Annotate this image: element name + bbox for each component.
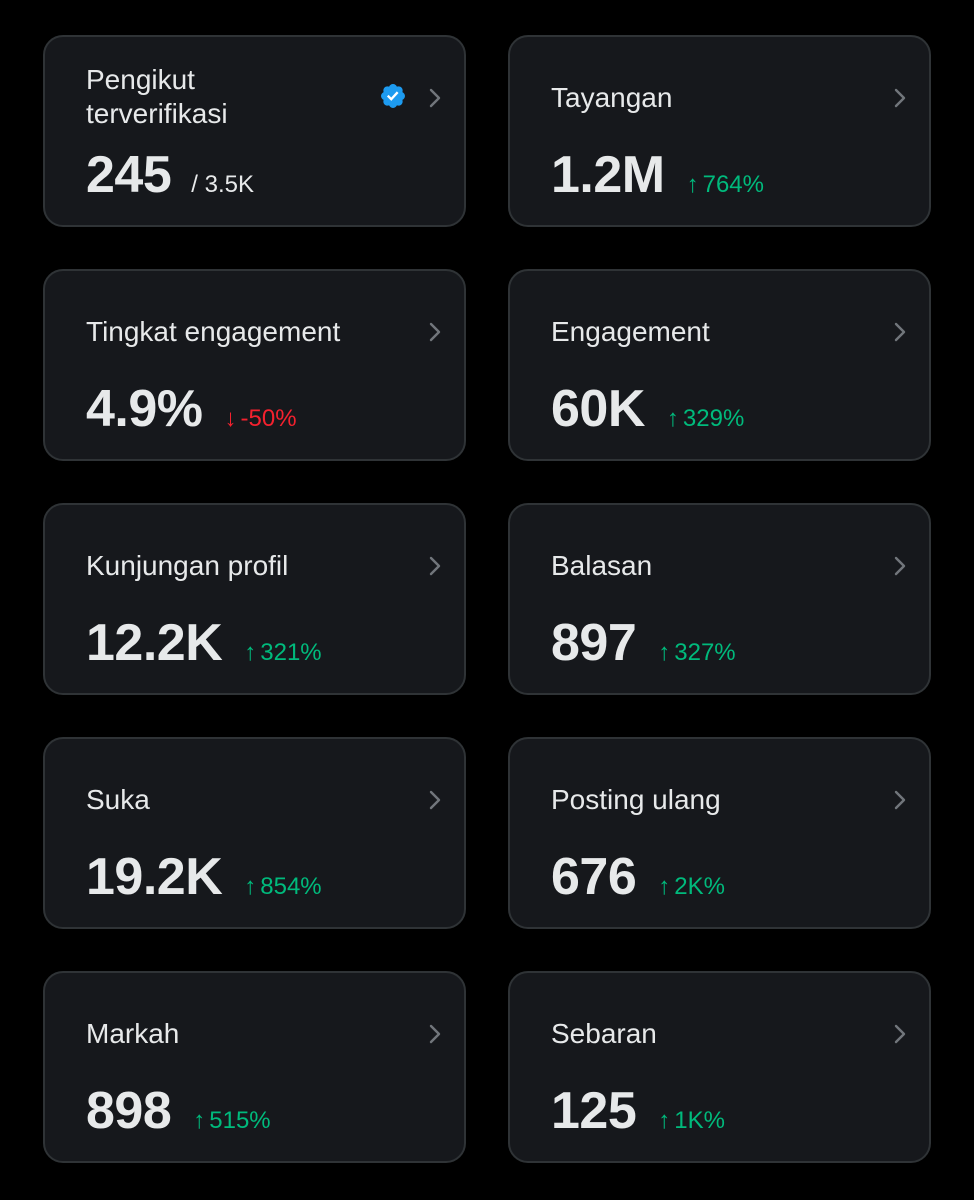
chevron-right-icon[interactable] (890, 86, 910, 110)
chevron-right-icon[interactable] (890, 788, 910, 812)
arrow-up-icon: ↑ (658, 1107, 671, 1134)
chevron-right-icon[interactable] (425, 554, 445, 578)
metrics-grid: Pengikut terverifikasi 245 / 3.5K Tayang… (43, 35, 932, 1163)
metric-delta: ↑ 764% (687, 171, 764, 199)
card-shares[interactable]: Sebaran 125 ↑ 1K% (508, 971, 931, 1163)
card-likes[interactable]: Suka 19.2K ↑ 854% (43, 737, 466, 929)
card-profile-visits[interactable]: Kunjungan profil 12.2K ↑ 321% (43, 503, 466, 695)
arrow-up-icon: ↑ (244, 873, 257, 900)
metric-value: 245 (86, 146, 172, 204)
card-reposts[interactable]: Posting ulang 676 ↑ 2K% (508, 737, 931, 929)
card-title: Suka (86, 784, 150, 815)
metric-value: 19.2K (86, 848, 223, 906)
metric-delta: ↓ -50% (225, 405, 297, 433)
arrow-down-icon: ↓ (224, 405, 237, 432)
metric-value: 898 (86, 1082, 172, 1140)
card-title: Tingkat engagement (86, 316, 341, 347)
metric-value: 676 (551, 848, 637, 906)
value-row: 60K ↑ 329% (551, 379, 744, 439)
delta-value: 321% (260, 639, 322, 666)
delta-value: -50% (240, 405, 297, 432)
value-row: 245 / 3.5K (86, 145, 254, 205)
chevron-right-icon[interactable] (890, 554, 910, 578)
delta-value: 854% (260, 873, 322, 900)
metric-delta: ↑ 329% (667, 405, 744, 433)
metric-delta: ↑ 327% (658, 639, 735, 667)
arrow-up-icon: ↑ (658, 639, 671, 666)
card-title: Balasan (551, 550, 653, 581)
card-engagement-rate[interactable]: Tingkat engagement 4.9% ↓ -50% (43, 269, 466, 461)
metric-value: 125 (551, 1082, 637, 1140)
metric-value: 1.2M (551, 146, 665, 204)
card-title: Markah (86, 1018, 180, 1049)
delta-value: 329% (682, 405, 745, 432)
metric-total: / 3.5K (191, 171, 254, 198)
arrow-up-icon: ↑ (686, 171, 699, 198)
card-replies[interactable]: Balasan 897 ↑ 327% (508, 503, 931, 695)
card-title: Engagement (551, 316, 710, 347)
card-title: Posting ulang (551, 784, 721, 815)
card-title: Kunjungan profil (86, 550, 289, 581)
metric-value: 897 (551, 614, 637, 672)
value-row: 19.2K ↑ 854% (86, 847, 322, 907)
value-row: 12.2K ↑ 321% (86, 613, 322, 673)
metric-delta: ↑ 854% (244, 873, 321, 901)
chevron-right-icon[interactable] (425, 320, 445, 344)
chevron-right-icon[interactable] (890, 1022, 910, 1046)
arrow-up-icon: ↑ (193, 1107, 206, 1134)
delta-value: 327% (674, 639, 736, 666)
card-title: Pengikut terverifikasi (86, 64, 228, 129)
metric-delta: ↑ 321% (244, 639, 321, 667)
card-bookmarks[interactable]: Markah 898 ↑ 515% (43, 971, 466, 1163)
chevron-right-icon[interactable] (425, 788, 445, 812)
card-engagements[interactable]: Engagement 60K ↑ 329% (508, 269, 931, 461)
chevron-right-icon[interactable] (425, 86, 445, 110)
metric-delta: ↑ 1K% (658, 1107, 725, 1135)
chevron-right-icon[interactable] (890, 320, 910, 344)
arrow-up-icon: ↑ (666, 405, 679, 432)
arrow-up-icon: ↑ (658, 873, 671, 900)
card-title: Sebaran (551, 1018, 657, 1049)
delta-value: 764% (702, 171, 764, 198)
metric-value: 4.9% (86, 380, 203, 438)
card-verified-followers[interactable]: Pengikut terverifikasi 245 / 3.5K (43, 35, 466, 227)
value-row: 897 ↑ 327% (551, 613, 736, 673)
delta-value: 1K% (674, 1107, 725, 1134)
chevron-right-icon[interactable] (425, 1022, 445, 1046)
delta-value: 2K% (674, 873, 725, 900)
card-impressions[interactable]: Tayangan 1.2M ↑ 764% (508, 35, 931, 227)
delta-value: 515% (209, 1107, 271, 1134)
metric-delta: ↑ 515% (193, 1107, 270, 1135)
value-row: 4.9% ↓ -50% (86, 379, 297, 439)
value-row: 125 ↑ 1K% (551, 1081, 725, 1141)
metric-value: 60K (551, 380, 645, 438)
value-row: 676 ↑ 2K% (551, 847, 725, 907)
verified-badge-icon (381, 84, 405, 108)
arrow-up-icon: ↑ (244, 639, 257, 666)
metric-value: 12.2K (86, 614, 223, 672)
card-title: Tayangan (551, 82, 673, 113)
value-row: 1.2M ↑ 764% (551, 145, 764, 205)
value-row: 898 ↑ 515% (86, 1081, 271, 1141)
metric-delta: ↑ 2K% (658, 873, 725, 901)
